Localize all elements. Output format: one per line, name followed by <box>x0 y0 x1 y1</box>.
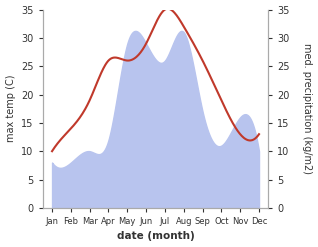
Y-axis label: max temp (C): max temp (C) <box>5 75 16 143</box>
X-axis label: date (month): date (month) <box>117 231 194 242</box>
Y-axis label: med. precipitation (kg/m2): med. precipitation (kg/m2) <box>302 43 313 174</box>
